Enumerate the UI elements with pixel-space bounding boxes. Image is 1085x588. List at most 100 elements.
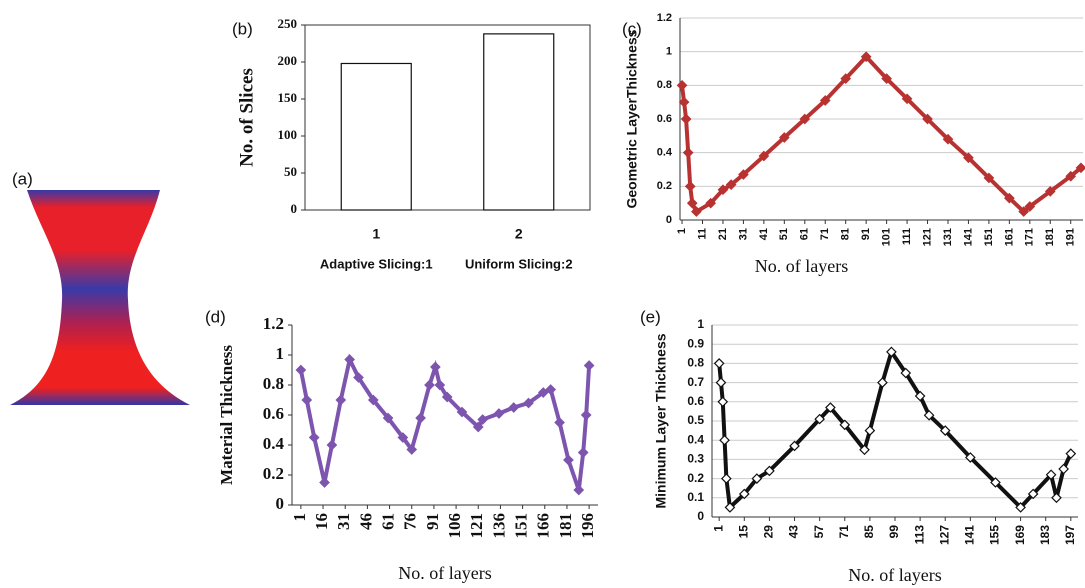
x-tick-label: 181 [556, 513, 575, 539]
y-tick-label: 0.4 [263, 434, 285, 453]
y-tick-label: 0.2 [657, 180, 672, 192]
x-tick-label: 101 [881, 228, 893, 246]
y-tick-label: 0.8 [263, 374, 284, 393]
data-marker [840, 73, 852, 84]
data-marker [554, 417, 565, 428]
y-tick-label: 0.8 [687, 356, 704, 370]
panel-label: (e) [640, 307, 661, 326]
x-tick-label: 1 [676, 228, 688, 234]
x-tick-label: 61 [378, 513, 397, 530]
y-tick-label: 0 [697, 509, 704, 523]
y-tick-label: 0.6 [657, 113, 672, 125]
data-marker [580, 409, 592, 421]
data-marker [326, 439, 338, 451]
x-tick-label: 76 [401, 513, 420, 530]
x-tick-label: 141 [963, 525, 977, 545]
y-tick-label: 200 [278, 53, 298, 68]
x-tick-label: 81 [840, 228, 852, 240]
x-tick-label: 1 [290, 513, 309, 522]
y-tick-label: 0.2 [687, 471, 704, 485]
y-tick-label: 0.5 [687, 413, 704, 427]
data-marker [860, 51, 872, 63]
x-tick-label: 127 [937, 525, 951, 545]
x-tick-label: 169 [1013, 525, 1027, 545]
x-tick-label: 151 [512, 513, 531, 539]
x-tick-label: 2 [515, 226, 523, 242]
x-tick-label: 51 [778, 228, 790, 240]
y-tick-label: 1 [276, 344, 285, 363]
data-marker [477, 414, 489, 425]
x-tick-label: 121 [921, 228, 933, 246]
data-marker [715, 377, 727, 388]
data-marker [778, 132, 790, 143]
y-tick-label: 250 [278, 16, 298, 31]
x-tick-label: 111 [901, 228, 913, 245]
x-tick-label: 155 [988, 525, 1002, 545]
y-axis-label: Geometric LayerThickness [624, 29, 640, 208]
y-axis-label: Material Thickness [217, 345, 236, 485]
x-tick-label: 46 [356, 513, 375, 530]
x-tick-label: 183 [1038, 525, 1052, 545]
plot-frame [304, 24, 591, 211]
bar [483, 33, 555, 211]
data-marker [922, 113, 933, 125]
data-marker [415, 412, 426, 424]
data-marker [877, 377, 888, 388]
data-marker [705, 197, 717, 209]
data-marker [859, 444, 870, 456]
data-marker [434, 379, 446, 391]
x-tick-label: 197 [1063, 525, 1077, 545]
data-line [298, 353, 592, 491]
data-marker [939, 425, 951, 436]
category-note: Uniform Slicing:2 [465, 256, 573, 271]
data-marker [1065, 170, 1077, 182]
data-marker [508, 402, 520, 413]
x-tick-label: 161 [1003, 228, 1015, 246]
data-marker [819, 95, 831, 106]
data-marker [691, 206, 702, 217]
part-image [10, 190, 190, 405]
data-marker [738, 169, 749, 180]
data-marker [758, 150, 770, 162]
y-tick-label: 0.6 [687, 394, 704, 408]
y-tick-label: 0.3 [687, 452, 704, 466]
data-marker [678, 96, 690, 108]
data-marker [963, 152, 974, 164]
data-marker [721, 473, 732, 484]
data-marker [1004, 192, 1015, 204]
data-marker [406, 444, 418, 455]
x-tick-label: 1 [711, 525, 725, 532]
data-marker [799, 113, 811, 125]
data-marker [764, 465, 775, 477]
data-marker [713, 358, 725, 369]
data-marker [965, 452, 976, 463]
data-marker [900, 367, 912, 379]
x-tick-label: 43 [787, 525, 801, 539]
data-marker [990, 477, 1001, 488]
data-marker [344, 354, 356, 365]
data-marker [301, 394, 313, 406]
data-marker [493, 408, 505, 419]
y-tick-label: 0.1 [687, 490, 704, 504]
data-marker [577, 447, 589, 458]
x-tick-label: 136 [489, 513, 508, 539]
y-tick-label: 1.2 [657, 12, 672, 24]
x-tick-label: 151 [983, 228, 995, 246]
x-tick-label: 191 [1065, 228, 1077, 246]
x-tick-label: 61 [799, 228, 811, 240]
data-marker [353, 372, 364, 383]
x-tick-label: 31 [737, 228, 749, 240]
y-tick-label: 0.9 [687, 336, 704, 350]
data-marker [724, 502, 736, 513]
y-tick-label: 150 [278, 90, 298, 105]
data-marker [397, 432, 409, 443]
data-marker [839, 419, 851, 431]
x-tick-label: 71 [837, 525, 851, 539]
x-tick-label: 166 [534, 513, 553, 539]
x-tick-label: 71 [819, 228, 831, 240]
y-tick-label: 1 [666, 46, 672, 58]
data-marker [914, 390, 926, 402]
x-tick-label: 29 [762, 525, 776, 539]
